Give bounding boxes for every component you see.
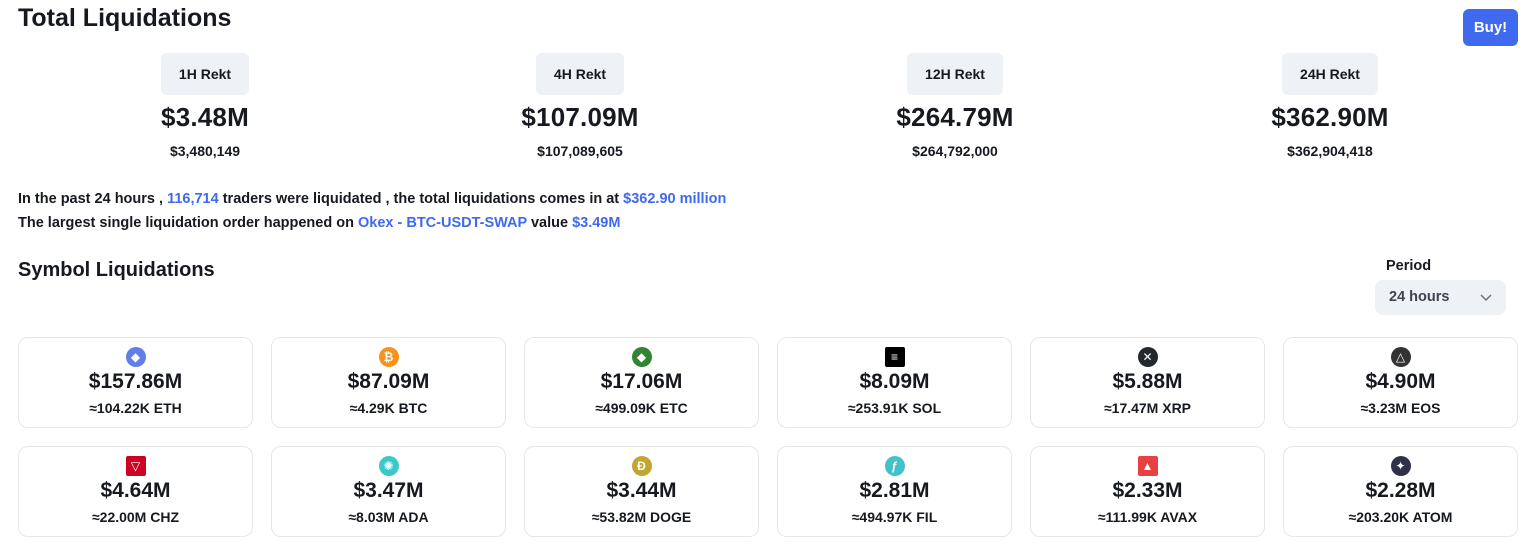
symbol-usd-amount: $4.64M [100,479,171,502]
eos-icon: △ [1390,347,1411,367]
symbol-quantity: ≈22.00M CHZ [91,509,180,525]
symbol-usd-amount: $17.06M [600,370,683,393]
period-value: 24 hours [1389,289,1450,305]
stat-amount: $362.90M [1271,102,1389,132]
stat-label: 1H Rekt [160,53,250,95]
solana-icon: ≡ [884,347,905,367]
traders-count: 116,714 [167,191,219,207]
symbol-usd-amount: $2.33M [1112,479,1183,502]
stat-12h: 12H Rekt $264.79M $264,792,000 [805,53,1105,159]
cardano-icon: ✺ [378,456,399,476]
symbol-card[interactable]: ◆ $157.86M ≈104.22K ETH [18,337,253,428]
ethereum-classic-icon: ◆ [631,347,652,367]
symbol-usd-amount: $4.90M [1365,370,1436,393]
symbol-usd-amount: $3.44M [606,479,677,502]
stat-exact-amount: $362,904,418 [1287,143,1373,159]
stat-exact-amount: $3,480,149 [169,143,241,159]
symbol-quantity: ≈8.03M ADA [348,509,429,525]
page-title: Total Liquidations [18,4,232,32]
symbol-card[interactable]: ▲ $2.33M ≈111.99K AVAX [1030,446,1265,537]
stat-label: 24H Rekt [1282,53,1378,95]
symbol-usd-amount: $8.09M [859,370,930,393]
summary-text: In the past 24 hours , [18,191,168,207]
symbol-card[interactable]: ✕ $5.88M ≈17.47M XRP [1030,337,1265,428]
chiliz-icon: ▽ [125,456,146,476]
symbol-usd-amount: $157.86M [88,370,183,393]
symbol-usd-amount: $5.88M [1112,370,1183,393]
symbol-quantity: ≈499.09K ETC [595,400,688,416]
symbol-card[interactable]: ₿ $87.09M ≈4.29K BTC [271,337,506,428]
symbol-card[interactable]: ▽ $4.64M ≈22.00M CHZ [18,446,253,537]
symbol-quantity: ≈3.23M EOS [1360,400,1441,416]
total-liquidations-link[interactable]: $362.90 million [623,191,727,207]
symbol-usd-amount: $2.81M [859,479,930,502]
summary-text: value [526,215,573,231]
summary-text: traders were liquidated , the total liqu… [218,191,624,207]
bitcoin-icon: ₿ [378,347,399,367]
stat-24h: 24H Rekt $362.90M $362,904,418 [1180,53,1480,159]
symbol-liquidations-title: Symbol Liquidations [18,259,215,281]
ethereum-icon: ◆ [125,347,146,367]
symbol-usd-amount: $87.09M [347,370,430,393]
stat-amount: $264.79M [896,102,1014,132]
stat-amount: $3.48M [161,102,249,132]
stat-label: 12H Rekt [907,53,1003,95]
symbol-quantity: ≈53.82M DOGE [591,509,692,525]
stat-label: 4H Rekt [535,53,625,95]
symbol-card[interactable]: ◆ $17.06M ≈499.09K ETC [524,337,759,428]
symbol-quantity: ≈494.97K FIL [851,509,938,525]
cosmos-icon: ✦ [1390,456,1411,476]
period-select[interactable]: 24 hours [1375,280,1506,315]
period-label: Period [1386,258,1432,274]
symbol-card[interactable]: △ $4.90M ≈3.23M EOS [1283,337,1518,428]
chevron-down-icon [1480,280,1492,328]
xrp-icon: ✕ [1137,347,1158,367]
symbol-card[interactable]: ƒ $2.81M ≈494.97K FIL [777,446,1012,537]
symbol-card[interactable]: ✦ $2.28M ≈203.20K ATOM [1283,446,1518,537]
symbol-grid: ◆ $157.86M ≈104.22K ETH ₿ $87.09M ≈4.29K BTC ◆… [18,337,1518,537]
summary-line-2: The largest single liquidation order hap… [18,211,726,235]
stat-1h: 1H Rekt $3.48M $3,480,149 [55,53,355,159]
largest-order-exchange-link[interactable]: Okex - BTC-USDT-SWAP [357,215,527,231]
stat-amount: $107.09M [521,102,639,132]
symbol-card[interactable]: ✺ $3.47M ≈8.03M ADA [271,446,506,537]
summary-line-1: In the past 24 hours , 116,714 traders w… [18,187,726,211]
largest-order-value: $3.49M [572,215,621,231]
symbol-quantity: ≈203.20K ATOM [1348,509,1453,525]
symbol-card[interactable]: ≡ $8.09M ≈253.91K SOL [777,337,1012,428]
stat-4h: 4H Rekt $107.09M $107,089,605 [430,53,730,159]
symbol-quantity: ≈17.47M XRP [1103,400,1192,416]
stat-exact-amount: $107,089,605 [537,143,623,159]
symbol-card[interactable]: Ð $3.44M ≈53.82M DOGE [524,446,759,537]
dogecoin-icon: Ð [631,456,652,476]
symbol-usd-amount: $3.47M [353,479,424,502]
symbol-quantity: ≈104.22K ETH [89,400,182,416]
symbol-quantity: ≈111.99K AVAX [1097,509,1198,525]
symbol-usd-amount: $2.28M [1365,479,1436,502]
stat-exact-amount: $264,792,000 [912,143,998,159]
symbol-quantity: ≈4.29K BTC [349,400,428,416]
summary-text: The largest single liquidation order hap… [18,215,358,231]
liquidation-summary: In the past 24 hours , 116,714 traders w… [18,187,726,235]
filecoin-icon: ƒ [884,456,905,476]
avalanche-icon: ▲ [1137,456,1158,476]
buy-button[interactable]: Buy! [1463,9,1518,46]
symbol-quantity: ≈253.91K SOL [847,400,942,416]
